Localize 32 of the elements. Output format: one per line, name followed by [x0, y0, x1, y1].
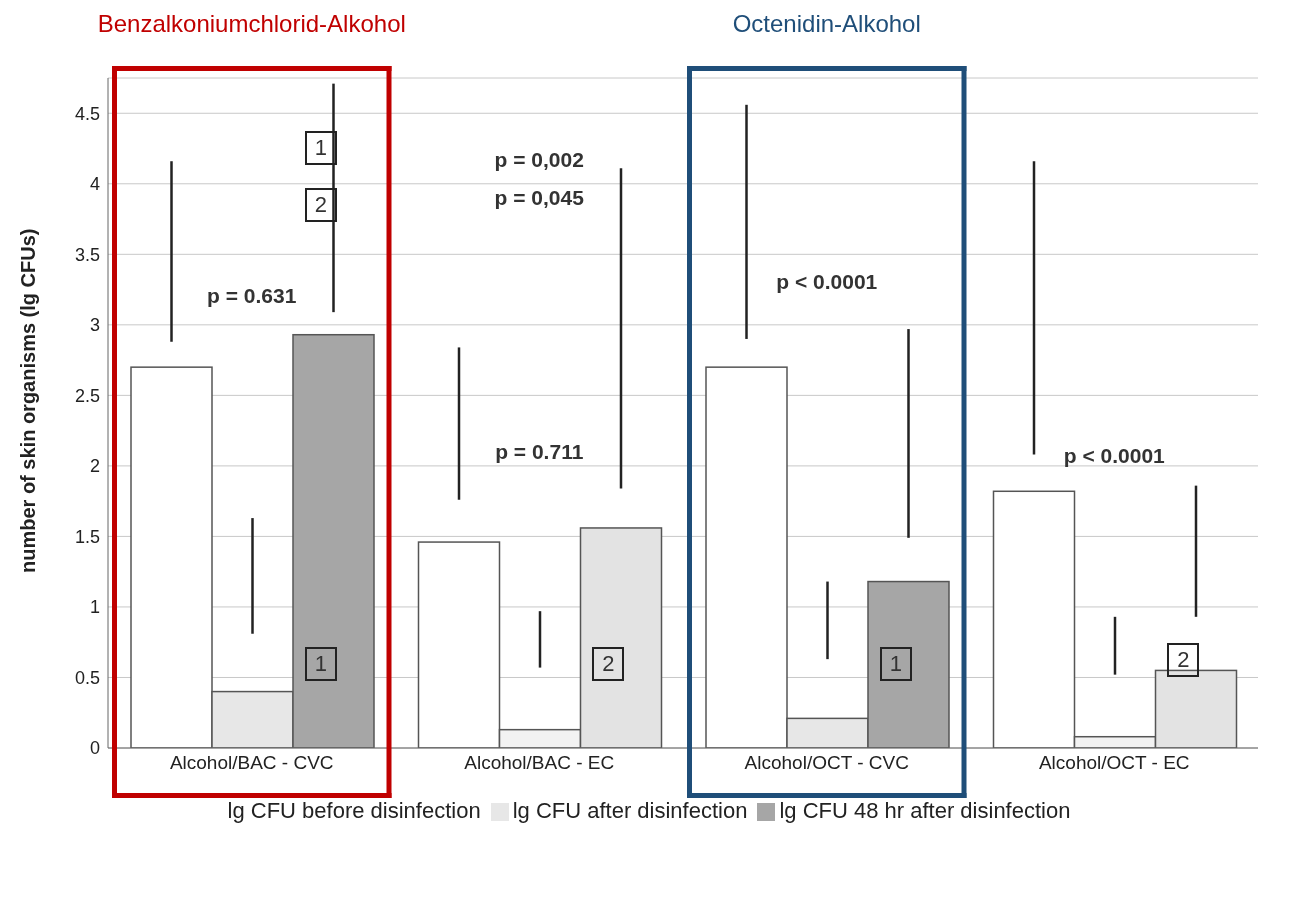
- annotation: 1: [304, 646, 337, 681]
- annotation: p < 0.0001: [1063, 443, 1165, 468]
- y-tick-label: 1.5: [74, 526, 100, 547]
- text: Benzalkoniumchlorid-Alkohol: [96, 10, 407, 38]
- x-tick-label: Alcohol/BAC - CVC: [169, 752, 334, 774]
- y-tick-label: 4.5: [74, 103, 100, 124]
- annotation: 2: [304, 187, 337, 222]
- y-tick-label: 3: [89, 315, 100, 336]
- y-tick-label: 2.5: [74, 385, 100, 406]
- annotation: p = 0,045: [494, 185, 584, 210]
- annotation: 1: [879, 646, 912, 681]
- annotation: p = 0.631: [207, 284, 297, 309]
- legend-label: lg CFU 48 hr after disinfection: [779, 798, 1071, 823]
- legend-label: lg CFU after disinfection: [512, 798, 748, 823]
- y-axis-title: number of skin organisms (lg CFUs): [17, 228, 40, 573]
- y-tick-label: 4: [89, 174, 100, 195]
- text: lg CFU before disinfection: [227, 798, 481, 823]
- y-tick-label: 0.5: [74, 667, 100, 688]
- annotation: p = 0.711: [495, 439, 584, 464]
- annotation: p = 0,002: [494, 147, 584, 172]
- y-tick-label: 3.5: [74, 244, 100, 265]
- x-tick-label: Alcohol/OCT - EC: [1038, 752, 1190, 774]
- annotation: p < 0.0001: [776, 270, 878, 295]
- y-tick-label: 1: [89, 597, 100, 618]
- x-tick-label: Alcohol/BAC - EC: [464, 752, 615, 774]
- x-tick-label: Alcohol/OCT - CVC: [744, 752, 909, 774]
- text: Octenidin-Alkohol: [731, 10, 922, 38]
- annotation: 2: [1167, 643, 1200, 678]
- annotation: 2: [592, 646, 625, 681]
- y-tick-label: 2: [89, 456, 100, 477]
- annotation: 1: [304, 131, 337, 166]
- y-tick-label: 0: [89, 738, 100, 759]
